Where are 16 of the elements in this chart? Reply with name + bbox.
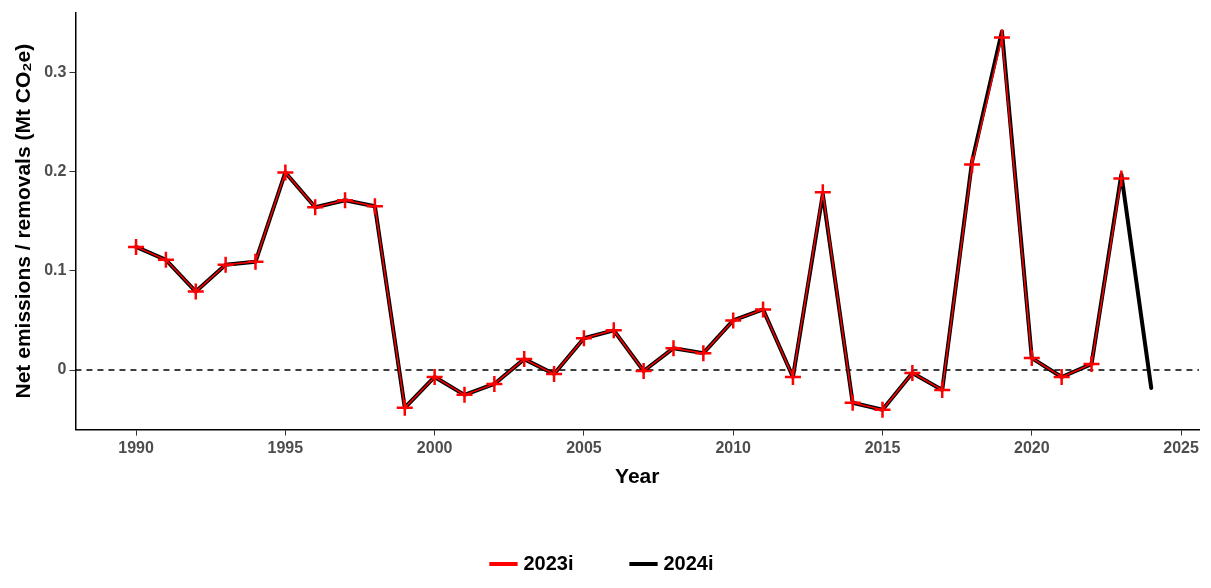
y-tick-label: 0.3 [44, 62, 67, 80]
legend-label: 2024i [663, 551, 714, 574]
x-tick-label: 2000 [416, 438, 453, 456]
x-tick-label: 1990 [118, 438, 154, 456]
y-tick-label: 0 [57, 360, 67, 378]
x-tick-label: 2010 [715, 438, 752, 456]
x-axis-title: Year [615, 464, 660, 488]
x-tick-label: 2005 [566, 438, 602, 456]
x-tick-label: 1995 [267, 438, 304, 456]
x-tick-label: 2015 [864, 438, 901, 456]
y-axis-title: Net emissions / removals (Mt CO₂e) [11, 43, 35, 399]
x-tick-label: 2025 [1163, 438, 1199, 456]
x-tick-label: 2020 [1014, 438, 1050, 456]
y-tick-label: 0.1 [44, 261, 67, 279]
legend-label: 2023i [523, 551, 574, 574]
y-tick-label: 0.2 [44, 161, 67, 179]
